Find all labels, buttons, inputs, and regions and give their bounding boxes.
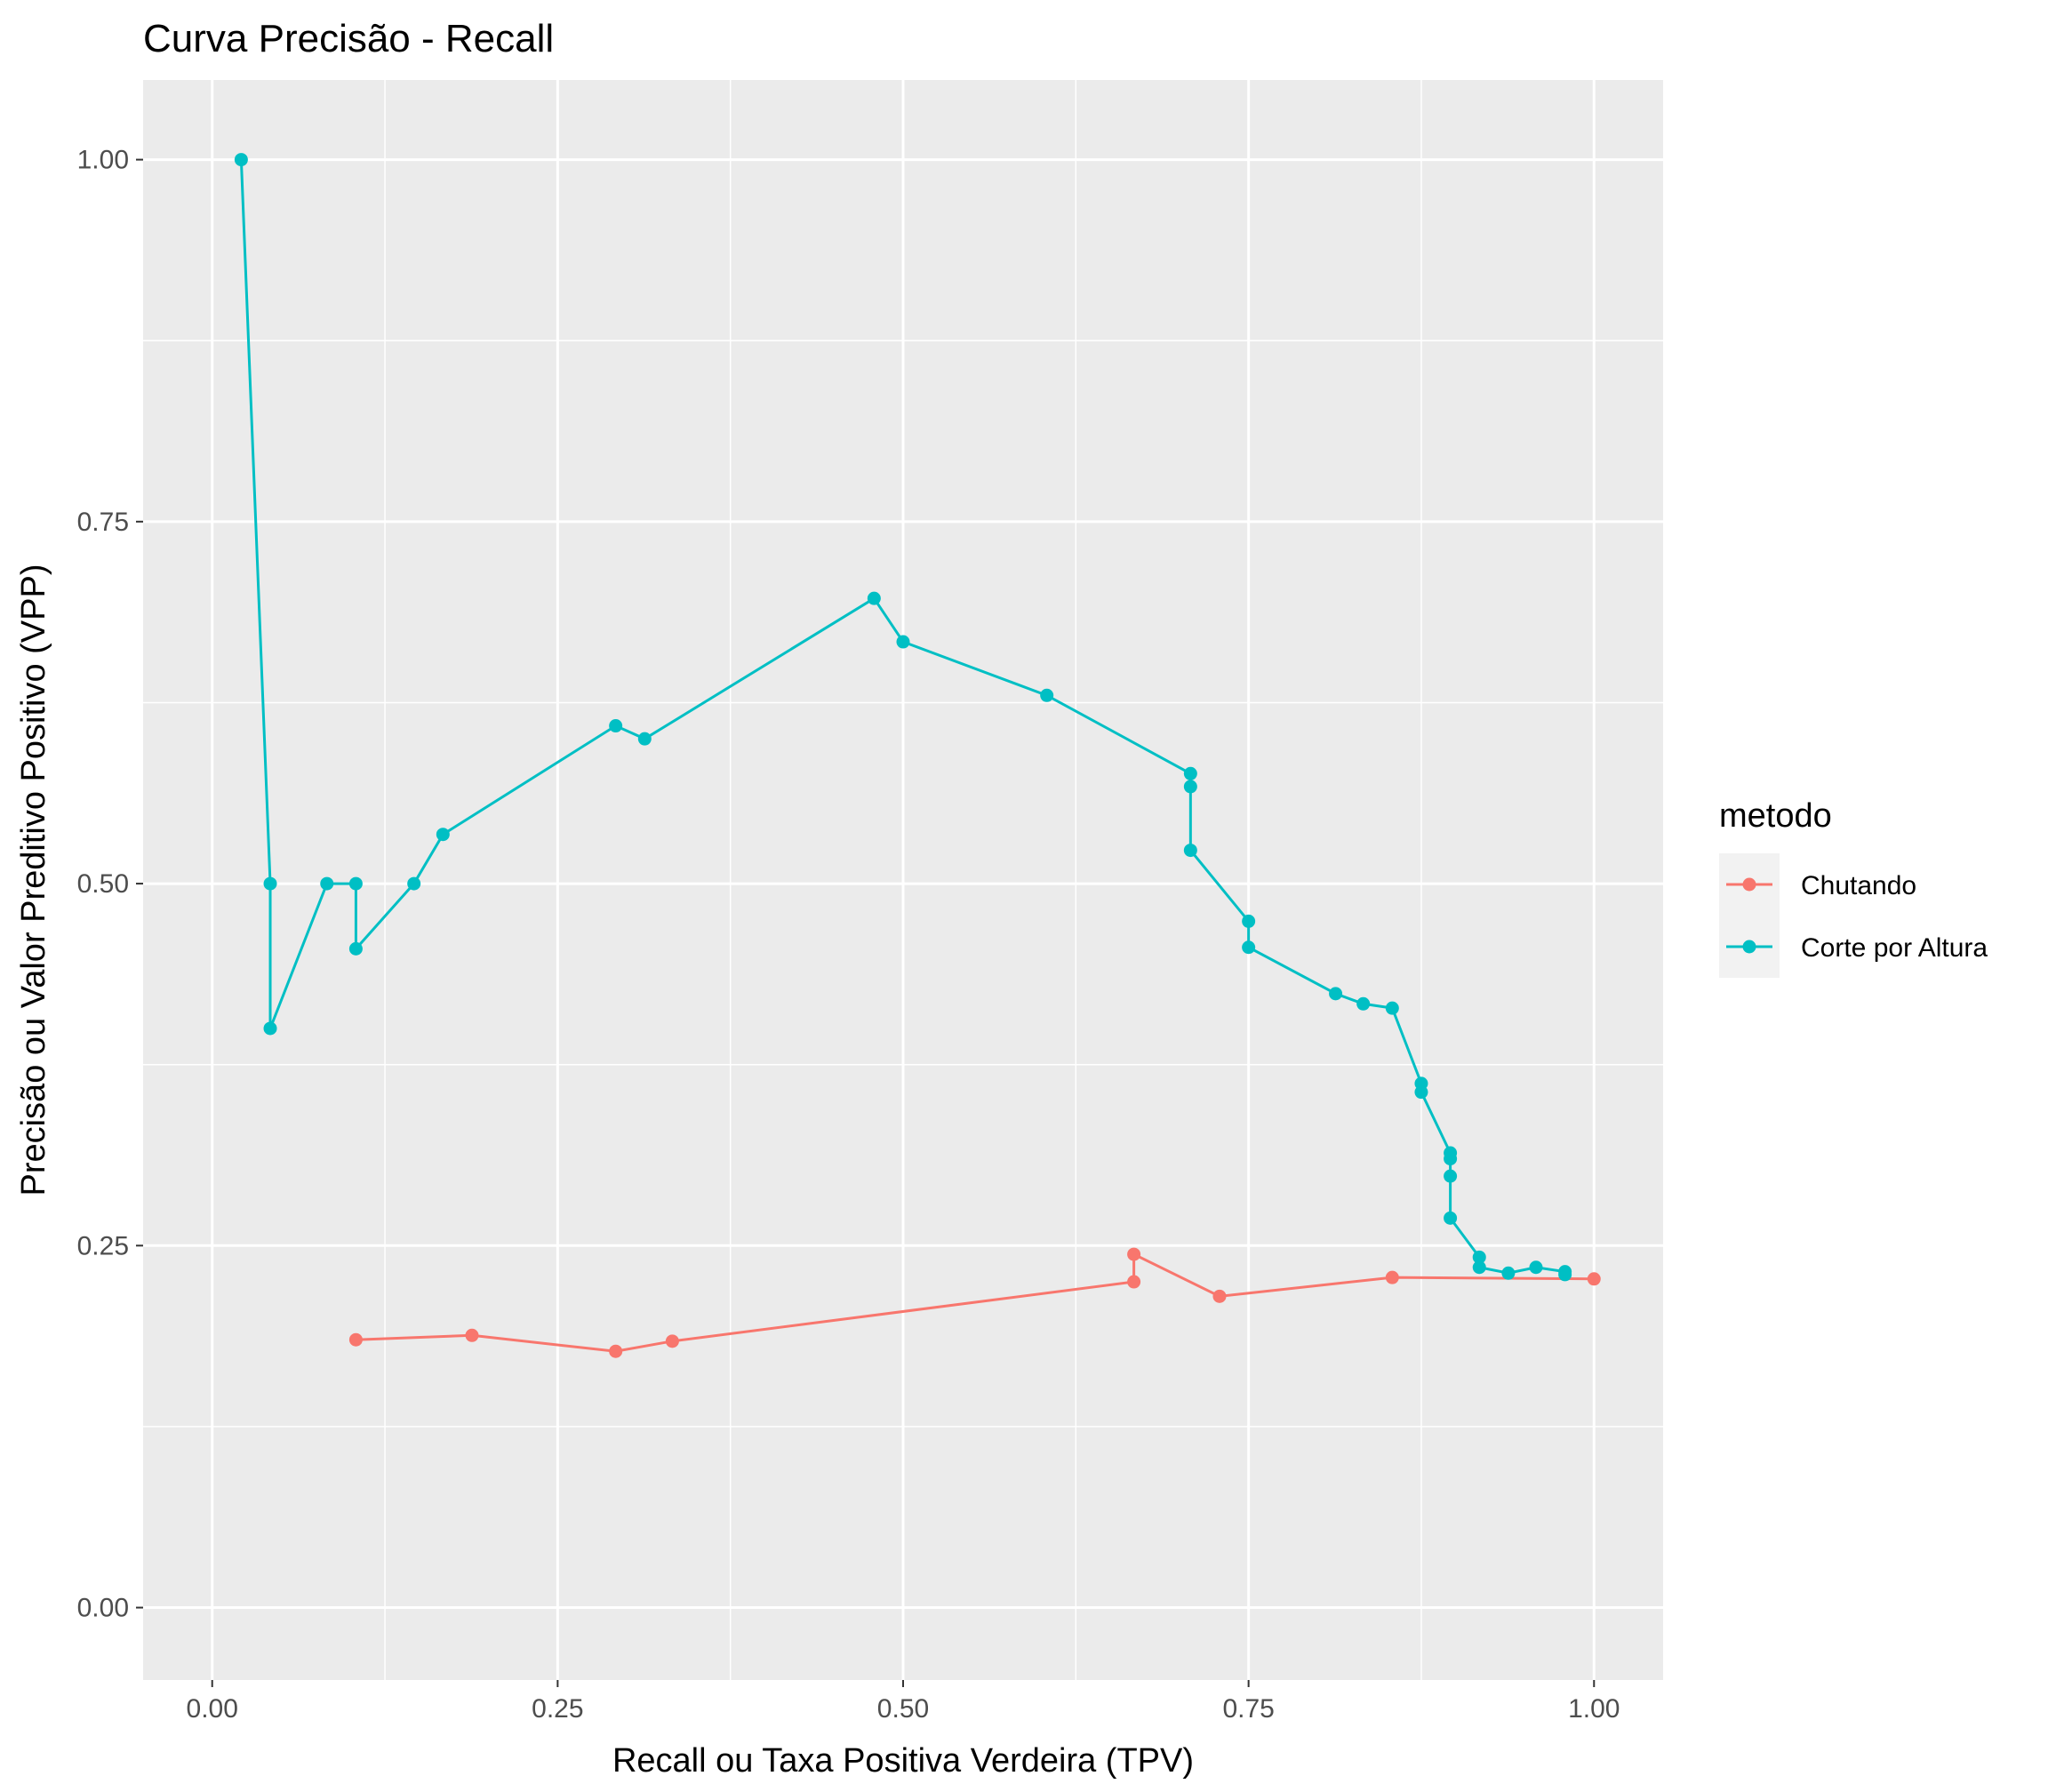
data-point-corte-por-altura — [896, 635, 910, 649]
x-tick-label: 0.75 — [1222, 1694, 1274, 1724]
x-tick-label: 0.50 — [877, 1694, 929, 1724]
series-chutando — [348, 1247, 1601, 1358]
x-tick-label: 0.25 — [532, 1694, 583, 1724]
data-point-chutando — [465, 1328, 479, 1342]
data-point-corte-por-altura — [1414, 1085, 1428, 1100]
legend-label-chutando: Chutando — [1801, 871, 1916, 900]
y-tick-label: 0.00 — [77, 1594, 129, 1623]
data-point-chutando — [348, 1332, 363, 1347]
y-tick-label: 0.50 — [77, 869, 129, 899]
data-point-corte-por-altura — [436, 828, 450, 842]
data-point-corte-por-altura — [1558, 1268, 1572, 1282]
data-point-corte-por-altura — [1385, 1001, 1399, 1015]
y-tick-label: 0.25 — [77, 1231, 129, 1260]
series-layer — [234, 153, 1601, 1358]
data-point-chutando — [1127, 1275, 1141, 1289]
data-point-corte-por-altura — [1183, 844, 1197, 858]
data-point-corte-por-altura — [1472, 1250, 1486, 1264]
x-tick-label: 1.00 — [1568, 1694, 1620, 1724]
data-point-corte-por-altura — [407, 876, 421, 891]
data-point-corte-por-altura — [609, 719, 623, 733]
legend-label-corte-por-altura: Corte por Altura — [1801, 933, 1988, 963]
data-point-corte-por-altura — [348, 941, 363, 956]
data-point-corte-por-altura — [1444, 1211, 1458, 1225]
data-point-corte-por-altura — [1183, 766, 1197, 780]
data-point-corte-por-altura — [1472, 1260, 1486, 1275]
data-point-corte-por-altura — [1242, 914, 1256, 928]
data-point-corte-por-altura — [1040, 688, 1054, 702]
data-point-corte-por-altura — [234, 153, 248, 167]
data-point-corte-por-altura — [263, 1021, 277, 1036]
x-axis: 0.00 0.25 0.50 0.75 1.00 — [187, 1680, 1620, 1724]
data-point-chutando — [609, 1344, 623, 1358]
data-point-chutando — [1385, 1270, 1399, 1284]
data-point-chutando — [1212, 1289, 1227, 1303]
y-tick-label: 1.00 — [77, 146, 129, 175]
y-axis-title: Precisão ou Valor Preditivo Positivo (VP… — [15, 564, 52, 1196]
data-point-chutando — [1587, 1272, 1601, 1286]
chart-title: Curva Precisão - Recall — [143, 17, 554, 60]
legend: metodo Chutando Corte por Altura — [1719, 797, 1988, 978]
data-point-corte-por-altura — [637, 732, 652, 746]
data-point-chutando — [1127, 1247, 1141, 1261]
data-point-corte-por-altura — [1444, 1152, 1458, 1166]
data-point-corte-por-altura — [1501, 1266, 1516, 1280]
y-axis: 0.00 0.25 0.50 0.75 1.00 — [77, 146, 143, 1623]
y-tick-label: 0.75 — [77, 508, 129, 537]
data-point-corte-por-altura — [348, 876, 363, 891]
data-point-corte-por-altura — [867, 591, 881, 605]
data-point-corte-por-altura — [320, 876, 334, 891]
legend-key-point-chutando — [1742, 877, 1756, 892]
data-point-corte-por-altura — [1529, 1260, 1543, 1275]
legend-title: metodo — [1719, 797, 1832, 835]
data-point-corte-por-altura — [263, 876, 277, 891]
data-point-corte-por-altura — [1183, 780, 1197, 794]
data-point-corte-por-altura — [1444, 1169, 1458, 1183]
legend-key-background — [1719, 853, 1780, 978]
data-point-chutando — [665, 1334, 679, 1348]
major-gridlines — [143, 80, 1663, 1680]
x-tick-label: 0.00 — [187, 1694, 238, 1724]
data-point-corte-por-altura — [1242, 940, 1256, 955]
x-axis-title: Recall ou Taxa Positiva Verdeira (TPV) — [612, 1742, 1194, 1780]
legend-key-point-corte-por-altura — [1742, 940, 1756, 954]
data-point-corte-por-altura — [1329, 987, 1343, 1001]
data-point-corte-por-altura — [1356, 996, 1371, 1011]
series-corte-por-altura — [234, 153, 1572, 1282]
